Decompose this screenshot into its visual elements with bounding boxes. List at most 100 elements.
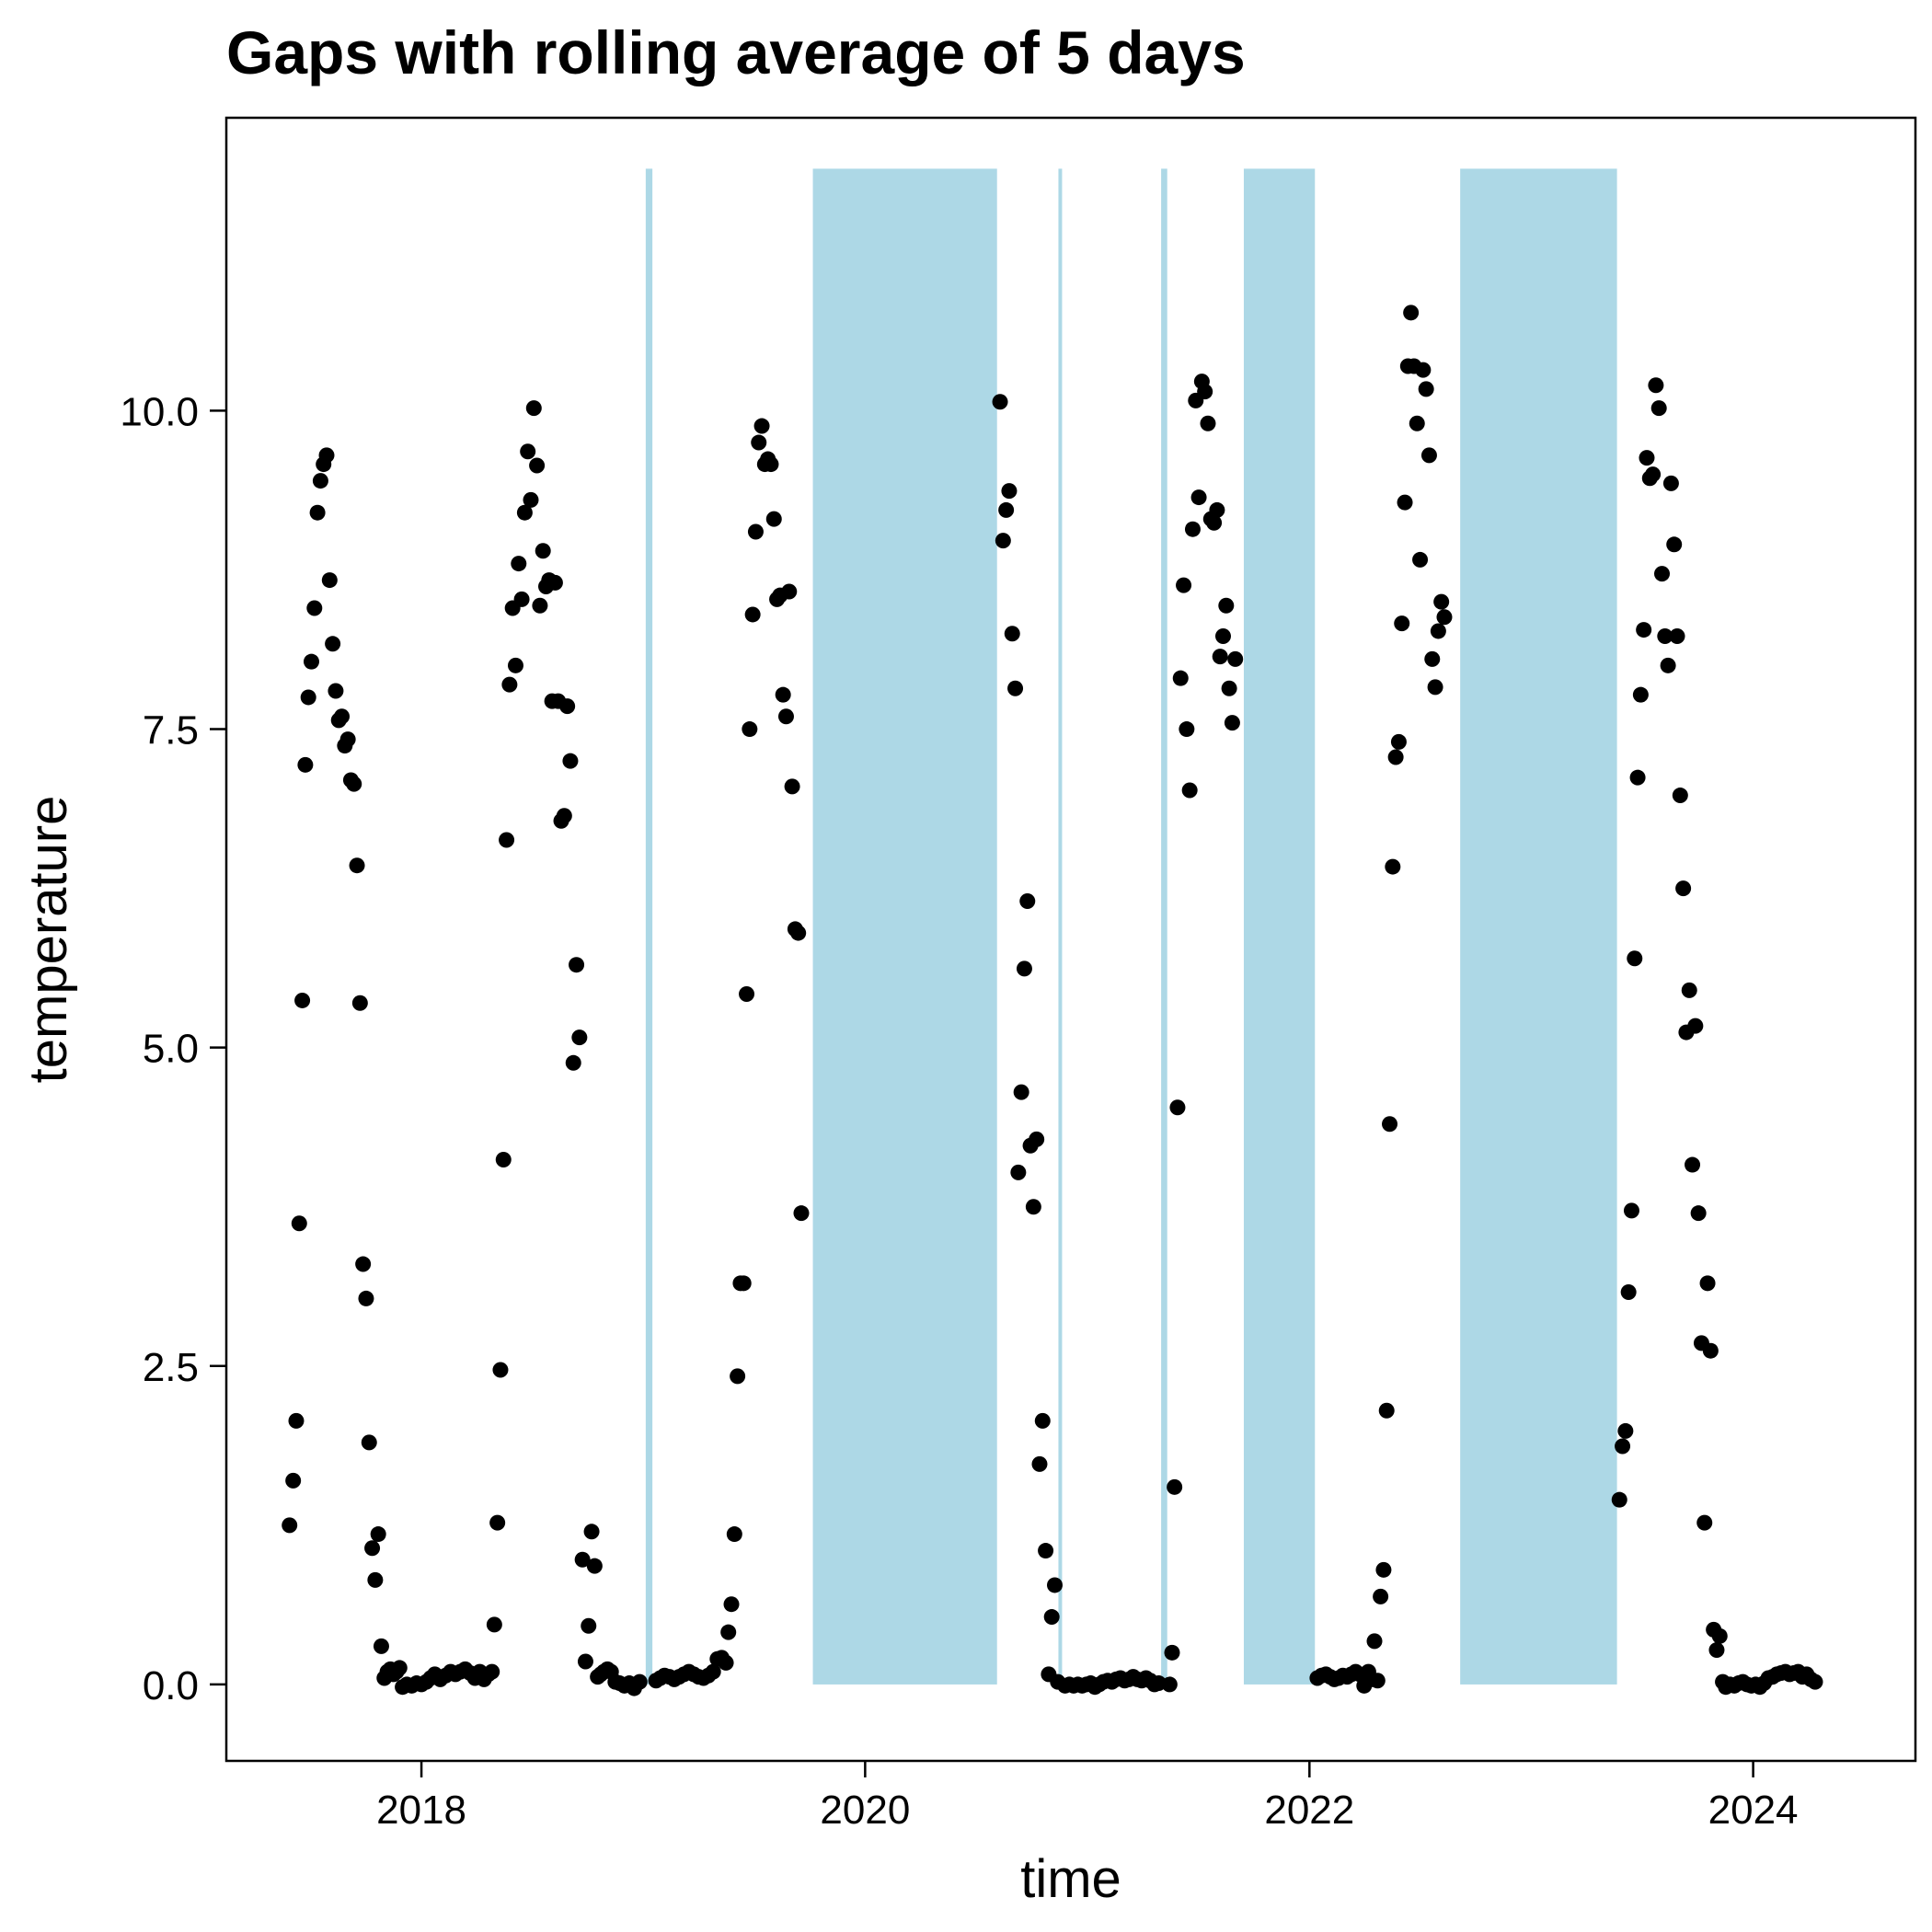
data-point [349,857,365,874]
data-point [720,1624,737,1640]
data-point [556,808,572,824]
data-point [1702,1342,1719,1359]
data-point [1378,1402,1395,1419]
data-point [1436,609,1453,626]
data-point [1385,858,1401,875]
data-point [744,606,761,623]
data-point [303,653,319,670]
data-point [1387,749,1404,765]
x-axis: 2018 2020 2022 2024 [376,1761,1799,1833]
data-point [1699,1275,1716,1292]
data-point [1412,551,1429,568]
data-point [495,1152,512,1168]
data-point [1672,788,1688,804]
data-point [367,1571,384,1588]
chart-title: Gaps with rolling average of 5 days [226,18,1246,86]
data-point [282,1517,298,1534]
data-point [747,523,764,540]
data-point [1001,483,1018,500]
data-point [1218,597,1235,614]
data-point [523,491,539,508]
data-point [571,1029,588,1046]
data-point [1708,1642,1725,1659]
data-point [1197,384,1213,400]
data-point [513,591,530,607]
data-point [775,686,791,703]
data-point [1394,615,1410,632]
data-point [1424,650,1441,667]
data-point [1366,1633,1383,1650]
gap-band [1058,168,1063,1685]
y-tick-label: 5.0 [143,1027,199,1072]
y-tick-label: 2.5 [143,1345,199,1390]
data-point [300,689,316,706]
data-point [1176,577,1192,593]
data-point [1620,1284,1637,1301]
data-point [562,753,579,769]
x-tick-label: 2024 [1708,1788,1799,1833]
data-point [391,1660,408,1676]
data-point [370,1526,386,1543]
data-point [288,1412,305,1429]
data-point [565,1054,581,1071]
data-points [282,305,1823,1696]
data-point [1167,1478,1183,1495]
y-axis: 0.0 2.5 5.0 7.5 10.0 [120,389,226,1708]
data-point [1654,566,1671,582]
data-point [763,456,779,473]
data-point [765,511,782,527]
data-point [1212,649,1228,665]
data-point [723,1596,740,1613]
data-point [1690,1205,1707,1222]
data-point [1617,1422,1634,1439]
gap-band [1460,168,1617,1685]
data-point [334,708,351,725]
data-point [1430,623,1446,639]
data-point [1209,501,1225,518]
data-point [1181,782,1198,799]
data-point [559,698,576,715]
data-point [1409,415,1425,431]
data-point [328,683,344,699]
data-point [998,501,1015,518]
data-point [1639,450,1655,466]
gap-band [645,168,653,1685]
data-point [1010,1164,1027,1180]
data-point [516,504,533,521]
data-point [546,574,563,591]
gap-band [1243,168,1316,1685]
data-point [1184,521,1201,537]
data-point [1415,362,1432,378]
data-point [574,1551,591,1568]
data-point [306,600,323,616]
data-point [1623,1202,1639,1219]
data-point [501,676,518,693]
data-point [790,925,807,941]
data-point [1214,627,1231,644]
data-point [1660,657,1676,673]
data-point [1657,627,1673,644]
data-point [1420,447,1437,464]
data-point [499,832,515,848]
data-point [507,657,523,673]
data-point [361,1434,377,1451]
data-point [1662,475,1679,491]
data-point [631,1673,648,1690]
data-point [995,533,1011,549]
data-point [520,443,536,460]
data-point [1025,1199,1041,1215]
data-point [742,721,758,738]
data-point [1615,1438,1631,1455]
data-point [1190,489,1207,506]
data-point [492,1362,509,1378]
data-point [297,756,314,773]
x-tick-label: 2022 [1264,1788,1354,1833]
data-point [489,1514,506,1531]
data-point [1648,377,1664,394]
data-point [992,394,1008,410]
data-point [1034,1412,1051,1429]
data-point [1016,960,1032,977]
data-point [1397,494,1413,511]
data-point [1179,721,1195,738]
